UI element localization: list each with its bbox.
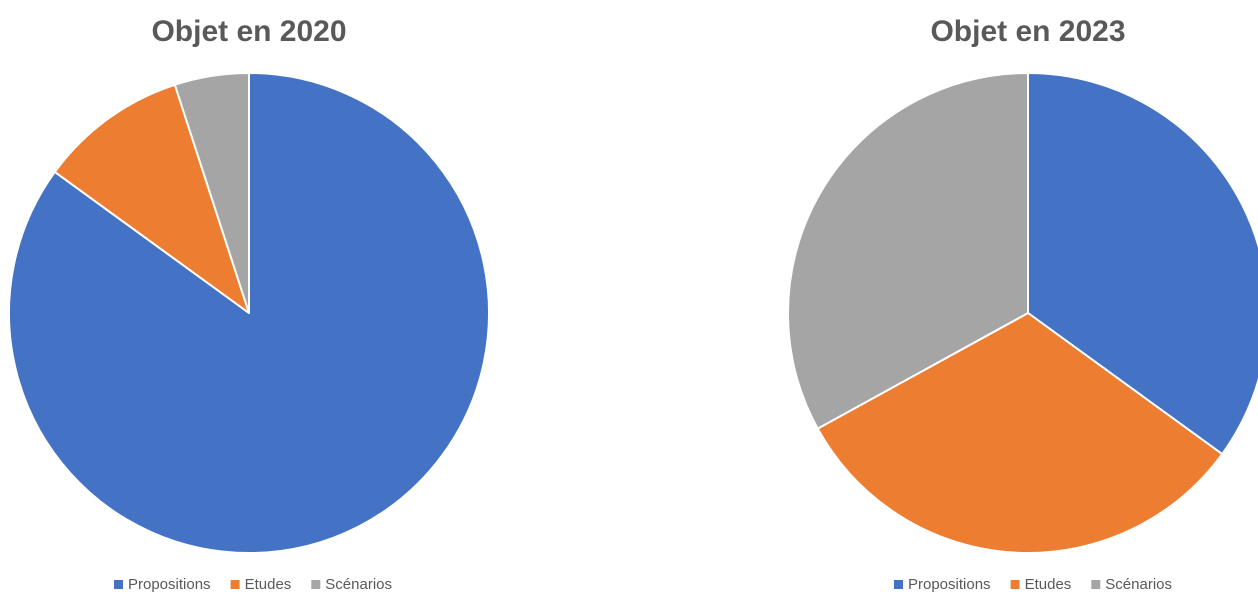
legend-swatch: [894, 580, 903, 589]
legend-label: Propositions: [908, 576, 991, 593]
pie-slice-etudes: [816, 312, 1224, 554]
chart-title: Objet en 2023: [930, 15, 1125, 48]
legend-swatch: [1091, 580, 1101, 589]
legend-label: Propositions: [128, 576, 211, 593]
pie-slice-scenarios: [787, 72, 1029, 430]
pie-slice-propositions: [1027, 72, 1258, 456]
chart-legend: Propositions Etudes Scénarios: [114, 576, 392, 593]
pie-slices: [787, 72, 1258, 554]
pie-chart-2020: Objet en 2020 Propositions Etudes Scénario…: [8, 15, 490, 593]
legend-item-etudes: Etudes: [1010, 576, 1072, 593]
legend-label: Etudes: [1025, 576, 1072, 593]
legend-item-etudes: Etudes: [230, 576, 292, 593]
legend-swatch: [230, 580, 240, 589]
pie-slices: [8, 72, 490, 554]
pie-slice-etudes: [53, 83, 250, 314]
chart-title: Objet en 2020: [151, 15, 346, 48]
legend-swatch: [311, 580, 321, 589]
legend-item-scenarios: Scénarios: [1091, 576, 1172, 593]
legend-label: Scénarios: [325, 576, 392, 593]
legend-swatch: [114, 580, 123, 589]
pie-slice-scenarios: [173, 72, 250, 314]
legend-item-propositions: Propositions: [894, 576, 991, 593]
legend-label: Scénarios: [1105, 576, 1172, 593]
legend-label: Etudes: [245, 576, 292, 593]
chart-legend: Propositions Etudes Scénarios: [894, 576, 1172, 593]
legend-item-scenarios: Scénarios: [311, 576, 392, 593]
legend-swatch: [1010, 580, 1020, 589]
pie-chart-2023: Objet en 2023 Propositions Etudes Scénario…: [787, 15, 1258, 593]
legend-item-propositions: Propositions: [114, 576, 211, 593]
